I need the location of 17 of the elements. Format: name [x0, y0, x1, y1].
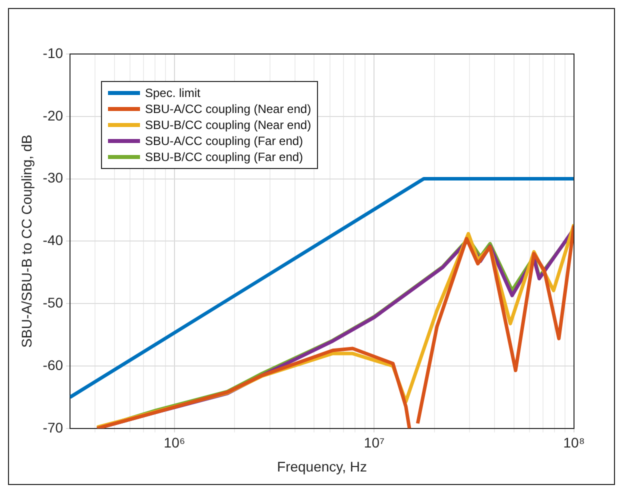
y-tick-label: -60: [42, 356, 64, 373]
legend-label: SBU-A/CC coupling (Far end): [145, 134, 304, 148]
x-tick-label: 10⁶: [164, 434, 186, 451]
x-tick-label: 10⁸: [563, 434, 585, 451]
legend-label: SBU-B/CC coupling (Near end): [145, 118, 312, 132]
y-tick-label: -20: [42, 107, 64, 124]
x-axis-title: Frequency, Hz: [277, 458, 368, 474]
y-tick-label: -30: [42, 170, 64, 186]
y-tick-label: -50: [42, 294, 64, 310]
y-tick-label: -40: [42, 232, 64, 248]
legend-label: Spec. limit: [145, 86, 200, 100]
x-tick-label: 10⁷: [364, 434, 385, 451]
y-axis-title: SBU-A/SBU-B to CC Coupling, dB: [18, 134, 34, 348]
y-tick-label: -10: [42, 44, 64, 61]
y-tick-label: -70: [42, 419, 64, 436]
legend-label: SBU-B/CC coupling (Far end): [145, 150, 304, 164]
legend-label: SBU-A/CC coupling (Near end): [145, 102, 312, 116]
